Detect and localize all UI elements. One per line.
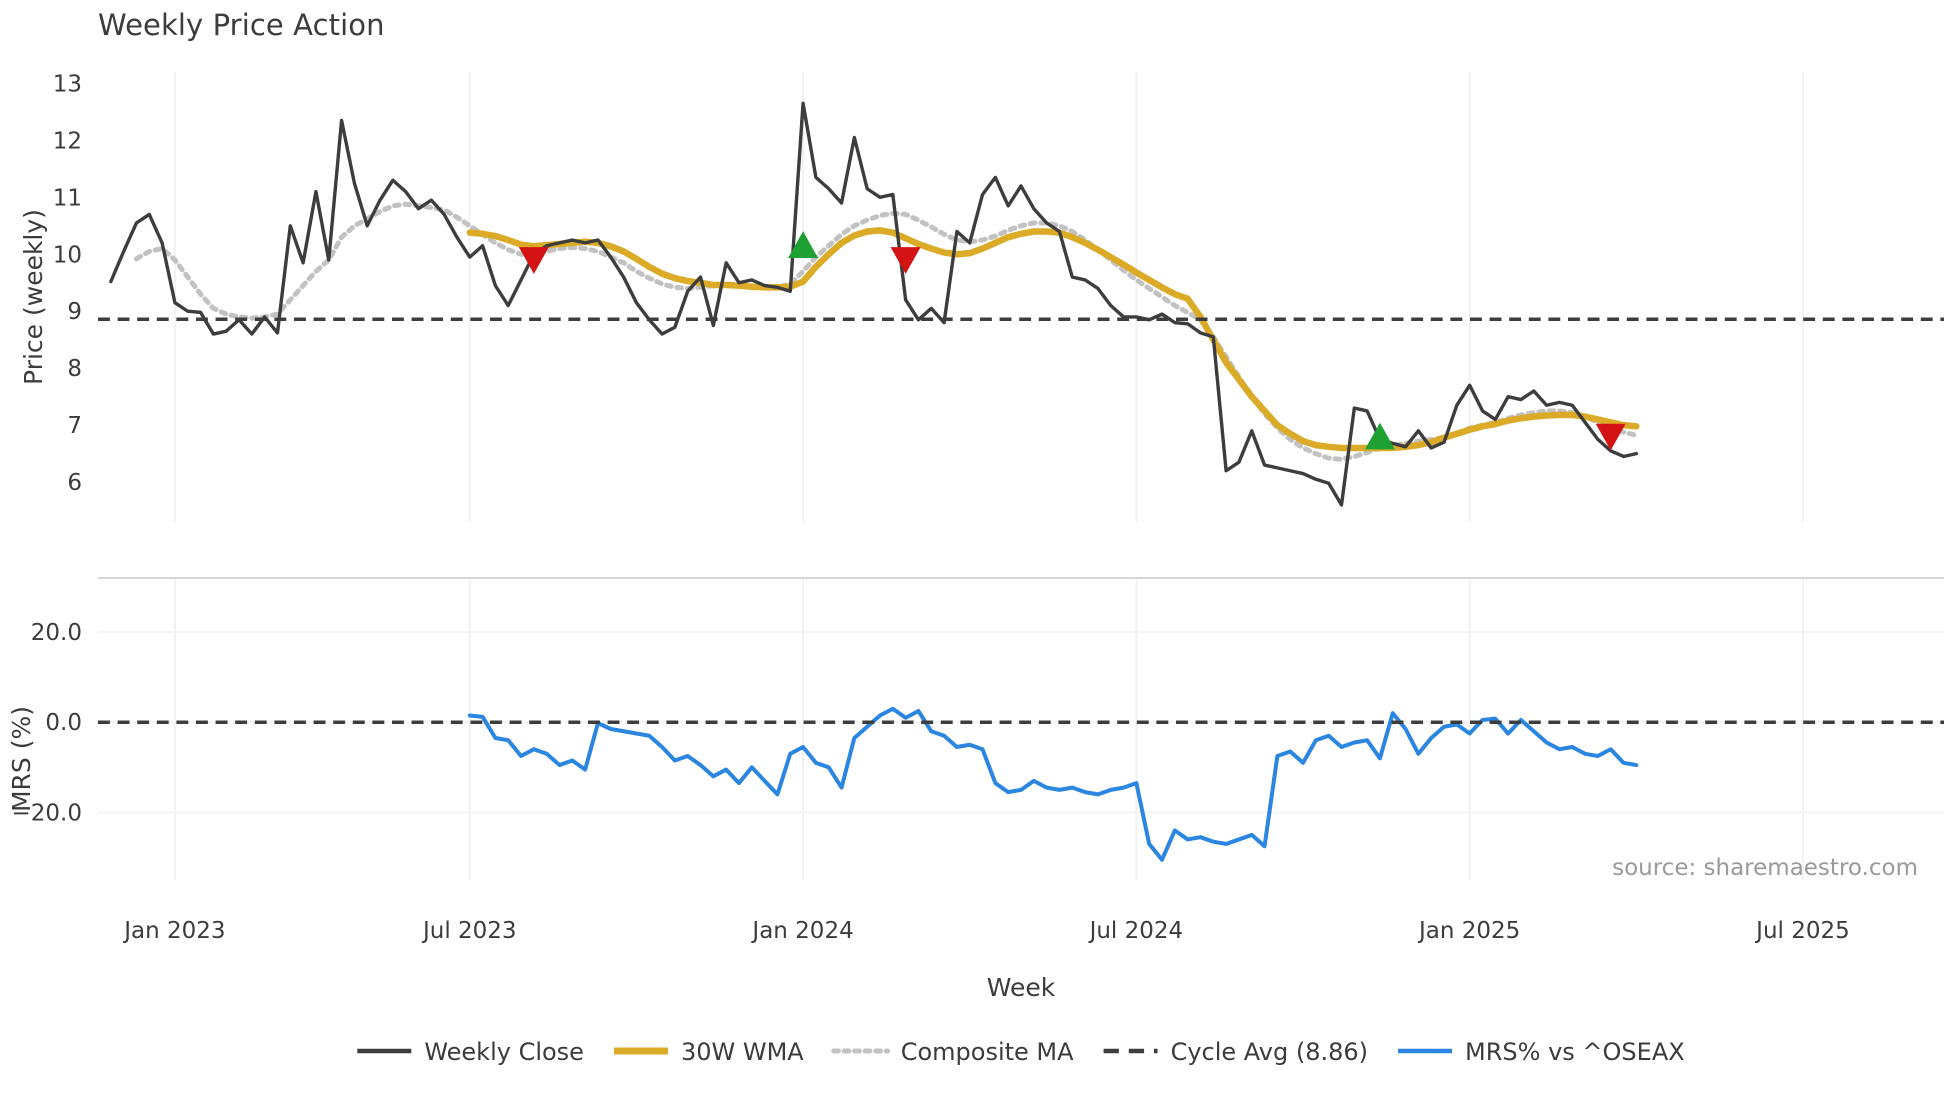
source-attribution: source: sharemaestro.com <box>1612 855 1918 881</box>
price-y-tick-label: 10 <box>53 242 82 268</box>
sell-marker-triangle-down <box>1595 423 1626 451</box>
legend-item[interactable]: Cycle Avg (8.86) <box>1103 1038 1368 1066</box>
price-y-tick-label: 8 <box>67 356 82 382</box>
price-y-tick-label: 13 <box>53 71 82 97</box>
legend-item[interactable]: MRS% vs ^OSEAX <box>1398 1038 1685 1066</box>
series-mrs <box>467 706 1639 862</box>
price-y-tick-label: 7 <box>67 413 82 439</box>
price-y-tick-label: 9 <box>67 299 82 325</box>
legend-label: Composite MA <box>901 1038 1074 1066</box>
x-tick-label: Jul 2025 <box>1754 918 1850 944</box>
buy-marker-triangle-up <box>1364 422 1395 450</box>
page-title: Weekly Price Action <box>98 8 385 42</box>
legend-label: 30W WMA <box>681 1038 804 1066</box>
x-tick-label: Jul 2023 <box>421 918 517 944</box>
legend-label: Cycle Avg (8.86) <box>1171 1038 1368 1066</box>
legend-label: MRS% vs ^OSEAX <box>1465 1038 1685 1066</box>
mrs-y-tick-label: −20.0 <box>12 800 82 826</box>
x-axis-label: Week <box>987 973 1056 1002</box>
price-y-tick-label: 6 <box>67 470 82 496</box>
legend-item[interactable]: Composite MA <box>831 1038 1074 1066</box>
price-axis-label: Price (weekly) <box>19 209 48 385</box>
x-tick-label: Jan 2025 <box>1417 918 1520 944</box>
series-composite-ma <box>133 201 1639 462</box>
x-tick-label: Jan 2024 <box>750 918 853 944</box>
mrs-y-tick-label: 0.0 <box>45 710 82 736</box>
legend-item[interactable]: Weekly Close <box>357 1038 584 1066</box>
series-weekly-close <box>109 101 1639 507</box>
x-tick-label: Jan 2023 <box>122 918 225 944</box>
x-tick-label: Jul 2024 <box>1088 918 1184 944</box>
sell-marker-triangle-down <box>890 247 921 274</box>
sell-marker-triangle-down <box>518 247 549 274</box>
buy-marker-triangle-up <box>788 231 819 259</box>
legend-item[interactable]: 30W WMA <box>613 1038 804 1066</box>
legend-label: Weekly Close <box>424 1038 584 1066</box>
series-30w-wma <box>466 227 1640 452</box>
price-y-tick-label: 12 <box>53 128 82 154</box>
mrs-y-tick-label: 20.0 <box>31 620 82 646</box>
price-y-tick-label: 11 <box>53 185 82 211</box>
mrs-axis-label: MRS (%) <box>7 706 36 812</box>
